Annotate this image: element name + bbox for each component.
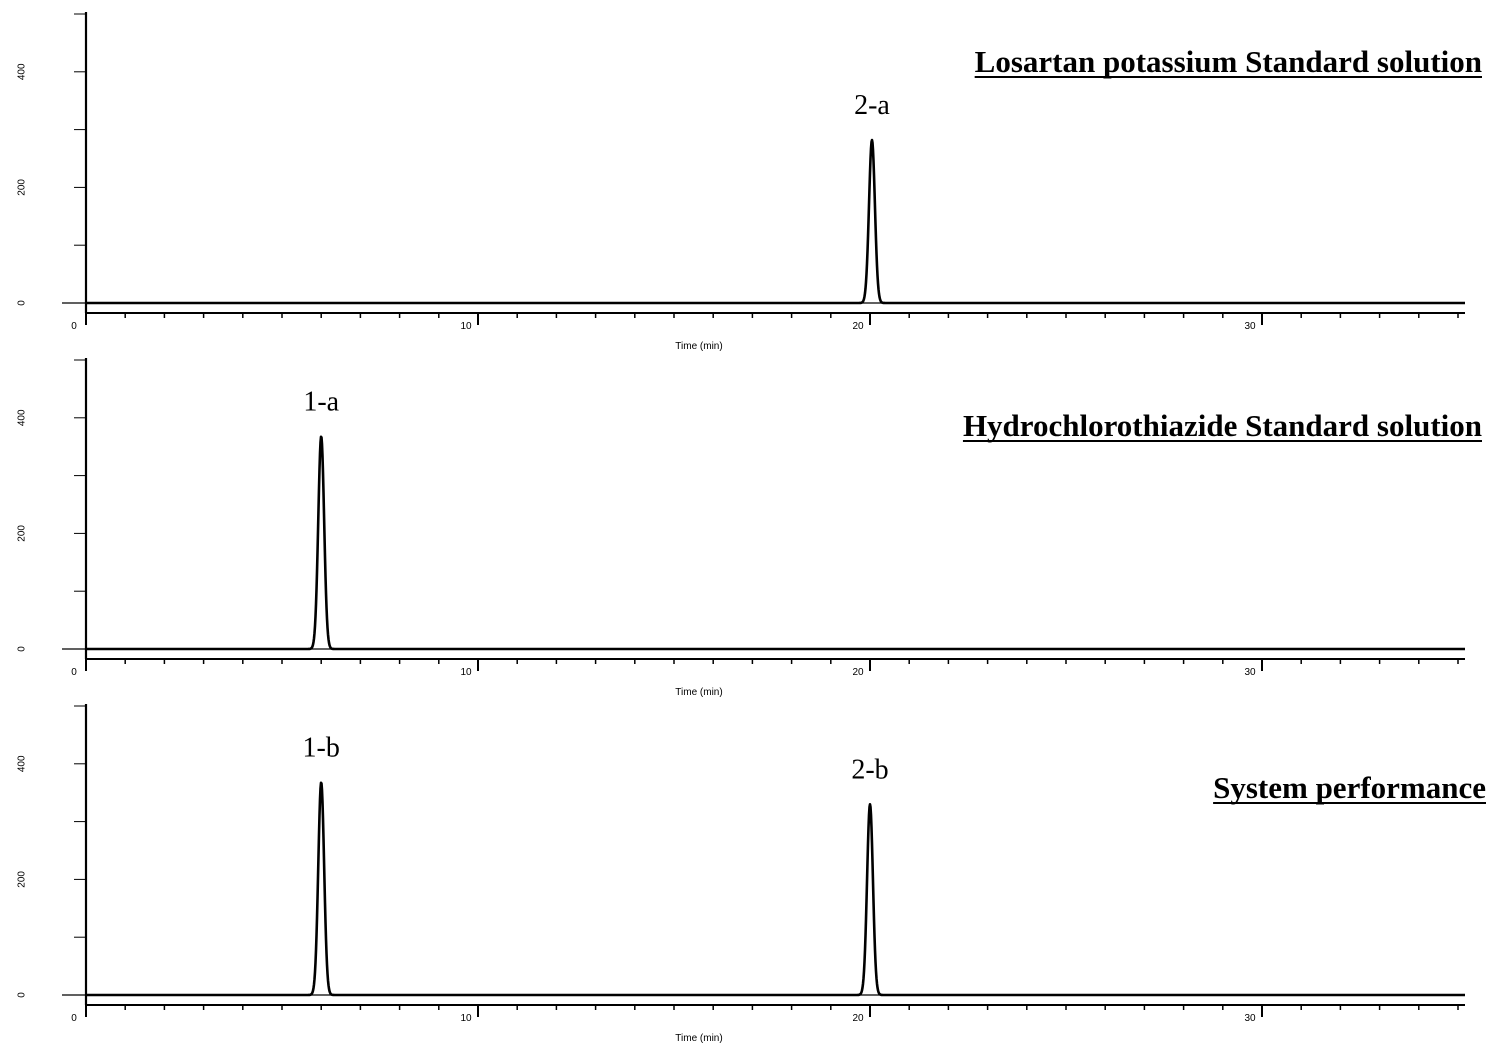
x-tick-label: 20 (852, 1013, 864, 1024)
x-axis-label: Time (min) (675, 341, 722, 352)
x-tick-label: 10 (460, 321, 472, 332)
y-tick-label: 0 (17, 992, 28, 998)
y-tick-label: 200 (17, 525, 28, 542)
peak-label: 2-b (851, 754, 888, 785)
x-tick-label: 20 (852, 321, 864, 332)
chart-panel-2: 0 200 400 0 10 20 30 Time (min) 1-a Hydrochloroth… (17, 358, 1482, 698)
x-tick-label: 0 (71, 1013, 77, 1024)
peak-label: 1-b (303, 732, 340, 763)
chart-panel-3: 0 200 400 0 10 20 30 Time (min) 1-b 2-b System per… (17, 704, 1486, 1044)
x-tick-label: 20 (852, 667, 864, 678)
chromatogram-trace (85, 781, 1466, 997)
x-tick-label: 30 (1244, 667, 1256, 678)
x-tick-label: 30 (1244, 321, 1256, 332)
panel-title: System performance (1213, 770, 1486, 805)
y-tick-label: 200 (17, 179, 28, 196)
panel-title: Losartan potassium Standard solution (975, 44, 1482, 79)
x-tick-label: 30 (1244, 1013, 1256, 1024)
panel-title: Hydrochlorothiazide Standard solution (963, 408, 1482, 443)
chart-panel-1: 0 200 400 0 10 20 30 Time (min) 2-a Losartan pota… (17, 12, 1482, 352)
y-tick-label: 200 (17, 871, 28, 888)
chromatogram-trace (85, 435, 1466, 651)
peak-label: 2-a (854, 90, 890, 121)
chromatogram-trace (85, 138, 1466, 305)
x-tick-label: 0 (71, 321, 77, 332)
x-axis-label: Time (min) (675, 1033, 722, 1044)
x-tick-label: 10 (460, 1013, 472, 1024)
y-tick-label: 0 (17, 646, 28, 652)
x-axis-label: Time (min) (675, 687, 722, 698)
y-tick-label: 400 (17, 409, 28, 426)
y-tick-label: 0 (17, 300, 28, 306)
x-tick-label: 10 (460, 667, 472, 678)
x-tick-label: 0 (71, 667, 77, 678)
y-tick-label: 400 (17, 63, 28, 80)
y-tick-label: 400 (17, 755, 28, 772)
peak-label: 1-a (303, 386, 339, 417)
